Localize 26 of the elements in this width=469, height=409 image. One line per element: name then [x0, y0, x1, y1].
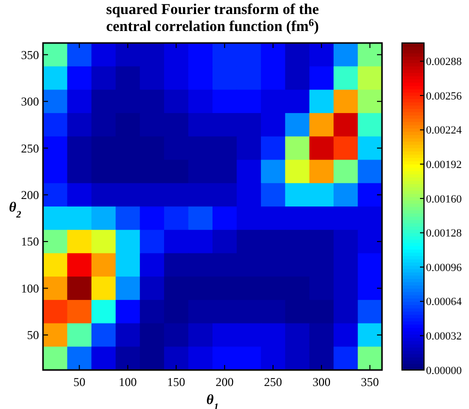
x-tick-label: 100 — [118, 375, 137, 389]
x-tick-label: 200 — [216, 375, 234, 389]
y-tick-label: 150 — [21, 234, 39, 249]
y-tick-label: 200 — [21, 188, 39, 202]
x-tick-label: 300 — [312, 375, 330, 389]
y-tick-label: 100 — [21, 281, 39, 296]
color-bar-label: 0.00032 — [426, 330, 462, 343]
color-bar-label: 0.00256 — [426, 90, 462, 102]
y-tick-label: 50 — [27, 328, 39, 342]
color-bar-label: 0.00064 — [426, 296, 462, 308]
color-bar-label: 0.00224 — [426, 124, 462, 137]
color-bar-label: 0.00160 — [426, 193, 462, 206]
y-tick-label: 350 — [21, 48, 39, 62]
color-bar-label: 0.00288 — [426, 56, 462, 68]
color-bar-label: 0.00096 — [426, 262, 462, 274]
x-tick-label: 50 — [73, 375, 86, 389]
color-bar-label: 0.00128 — [426, 228, 462, 240]
color-bar-label: 0.00192 — [426, 159, 462, 171]
chart-title: squared Fourier transform of the central correlation function (fm$^{6}$) — [106, 2, 320, 35]
y-axis-title: θ$_{2}$ — [9, 200, 22, 220]
x-tick-label: 250 — [264, 375, 282, 389]
x-tick-label: 150 — [167, 375, 186, 389]
y-tick-label: 250 — [21, 141, 39, 156]
color-bar-label: 0.00000 — [426, 364, 462, 377]
y-tick-label: 300 — [21, 94, 39, 109]
x-tick-label: 350 — [360, 375, 379, 389]
